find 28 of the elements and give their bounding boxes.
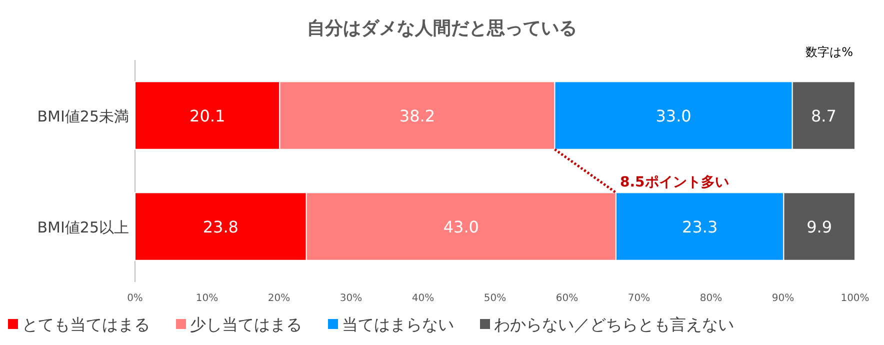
data-label: 23.8 [202, 218, 238, 236]
x-tick-label: 70% [628, 293, 650, 304]
data-label: 23.3 [682, 218, 718, 236]
x-tick-label: 100% [840, 293, 870, 304]
x-tick-label: 30% [340, 293, 362, 304]
x-tick-label: 60% [556, 293, 578, 304]
data-label: 20.1 [190, 106, 226, 126]
legend-label: 当てはまらない [342, 315, 454, 334]
data-label: 43.0 [443, 218, 479, 236]
y-tick-label: BMI値25未満 [37, 108, 129, 126]
data-label: 38.2 [399, 106, 436, 126]
chart-title: 自分はダメな人間だと思っている [307, 18, 577, 39]
annotation: 8.5ポイント多い [620, 174, 729, 191]
x-tick-label: 40% [412, 293, 434, 304]
x-tick-label: 90% [772, 293, 794, 304]
x-tick-label: 10% [196, 293, 218, 304]
x-tick-label: 0% [127, 293, 143, 304]
x-tick-label: 50% [484, 293, 506, 304]
x-tick-label: 80% [700, 293, 722, 304]
y-tick-label: BMI値25以上 [37, 218, 129, 236]
x-tick-label: 20% [268, 293, 290, 304]
legend-label: 少し当てはまる [190, 315, 302, 334]
legend-label: とても当てはまる [22, 315, 150, 334]
data-label: 9.9 [806, 218, 832, 236]
legend-label: わからない／どちらとも言えない [494, 315, 734, 334]
text: 数字は% [806, 45, 853, 59]
data-label: 33.0 [656, 106, 692, 126]
data-label: 8.7 [810, 106, 836, 126]
